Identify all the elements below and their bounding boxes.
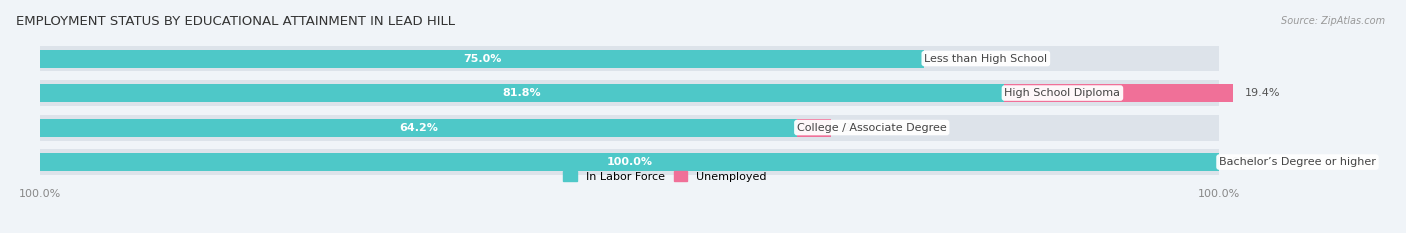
Bar <box>39 84 1004 102</box>
Text: 75.0%: 75.0% <box>463 54 502 64</box>
Bar <box>39 115 1219 140</box>
Bar <box>39 80 1219 106</box>
Text: 19.4%: 19.4% <box>1244 88 1281 98</box>
Text: 100.0%: 100.0% <box>606 157 652 167</box>
Text: Less than High School: Less than High School <box>924 54 1047 64</box>
Text: 2.9%: 2.9% <box>842 123 872 133</box>
Bar <box>39 149 1219 175</box>
Text: High School Diploma: High School Diploma <box>1004 88 1121 98</box>
Text: Source: ZipAtlas.com: Source: ZipAtlas.com <box>1281 16 1385 26</box>
Text: 81.8%: 81.8% <box>503 88 541 98</box>
Bar <box>797 119 831 137</box>
Text: 0.0%: 0.0% <box>1230 157 1260 167</box>
Text: EMPLOYMENT STATUS BY EDUCATIONAL ATTAINMENT IN LEAD HILL: EMPLOYMENT STATUS BY EDUCATIONAL ATTAINM… <box>17 15 456 28</box>
Bar <box>39 50 924 68</box>
Text: College / Associate Degree: College / Associate Degree <box>797 123 946 133</box>
Text: 64.2%: 64.2% <box>399 123 437 133</box>
Text: 0.0%: 0.0% <box>936 54 965 64</box>
Bar <box>39 153 1219 171</box>
Text: Bachelor’s Degree or higher: Bachelor’s Degree or higher <box>1219 157 1376 167</box>
Bar <box>39 119 797 137</box>
Bar <box>39 46 1219 72</box>
Bar <box>1004 84 1233 102</box>
Legend: In Labor Force, Unemployed: In Labor Force, Unemployed <box>560 167 770 186</box>
